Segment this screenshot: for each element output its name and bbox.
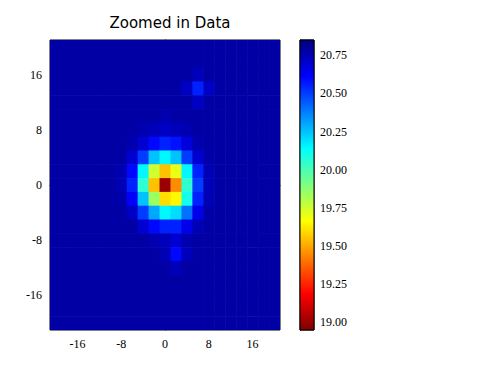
- svg-text:-8: -8: [116, 337, 126, 351]
- svg-text:19.00: 19.00: [320, 315, 347, 329]
- svg-text:20.00: 20.00: [320, 163, 347, 177]
- svg-text:20.25: 20.25: [320, 125, 347, 139]
- svg-text:8: 8: [36, 123, 42, 137]
- svg-text:0: 0: [36, 178, 42, 192]
- svg-text:19.50: 19.50: [320, 239, 347, 253]
- svg-text:8: 8: [206, 337, 212, 351]
- svg-text:16: 16: [247, 337, 259, 351]
- svg-text:0: 0: [162, 337, 168, 351]
- svg-text:20.50: 20.50: [320, 86, 347, 100]
- svg-text:-16: -16: [26, 288, 42, 302]
- svg-text:-16: -16: [69, 337, 85, 351]
- svg-text:-8: -8: [32, 233, 42, 247]
- svg-text:19.25: 19.25: [320, 277, 347, 291]
- svg-text:19.75: 19.75: [320, 201, 347, 215]
- svg-text:Zoomed in Data: Zoomed in Data: [109, 14, 230, 32]
- svg-text:16: 16: [30, 68, 42, 82]
- svg-text:20.75: 20.75: [320, 48, 347, 62]
